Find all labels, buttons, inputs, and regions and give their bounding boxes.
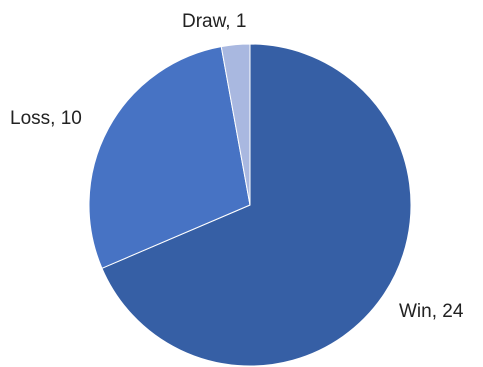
slice-label-loss: Loss, 10 <box>10 108 82 129</box>
pie-slices <box>89 44 411 366</box>
slice-label-draw: Draw, 1 <box>182 11 246 32</box>
slice-label-win: Win, 24 <box>399 301 464 322</box>
